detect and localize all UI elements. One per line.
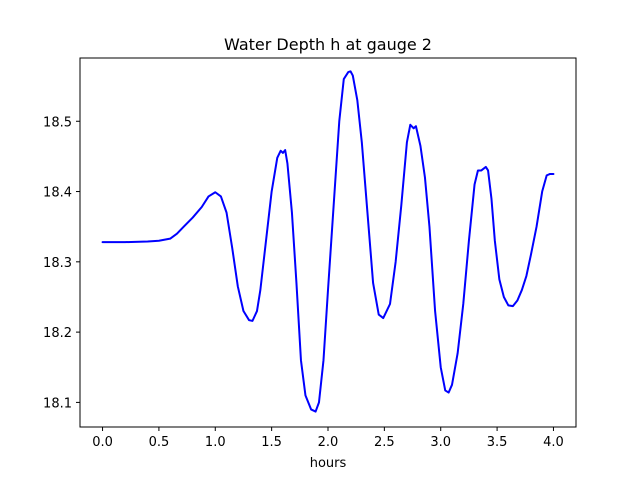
x-tick-label: 3.5 — [487, 435, 508, 450]
series-line — [101, 70, 555, 413]
x-tick-label: 4.0 — [543, 435, 564, 450]
x-axis-label: hours — [310, 456, 347, 471]
y-tick-label: 18.5 — [43, 115, 72, 130]
y-axis: 18.1 18.2 18.3 18.4 18.5 — [43, 115, 80, 411]
x-tick-label: 3.0 — [430, 435, 451, 450]
x-tick-label: 1.5 — [261, 435, 282, 450]
axes-frame — [79, 57, 577, 428]
x-tick-label: 2.0 — [318, 435, 339, 450]
plot-area — [79, 57, 577, 428]
chart-title: Water Depth h at gauge 2 — [224, 35, 432, 54]
x-tick-label: 2.5 — [374, 435, 395, 450]
y-tick-label: 18.3 — [43, 256, 72, 271]
y-tick-label: 18.2 — [43, 326, 72, 341]
x-tick-label: 0.5 — [149, 435, 170, 450]
y-tick-label: 18.1 — [43, 396, 72, 411]
x-tick-label: 1.0 — [205, 435, 226, 450]
y-tick-label: 18.4 — [43, 186, 72, 201]
x-tick-label: 0.0 — [92, 435, 113, 450]
x-axis: 0.0 0.5 1.0 1.5 2.0 2.5 3.0 3.5 4.0 — [92, 427, 564, 450]
